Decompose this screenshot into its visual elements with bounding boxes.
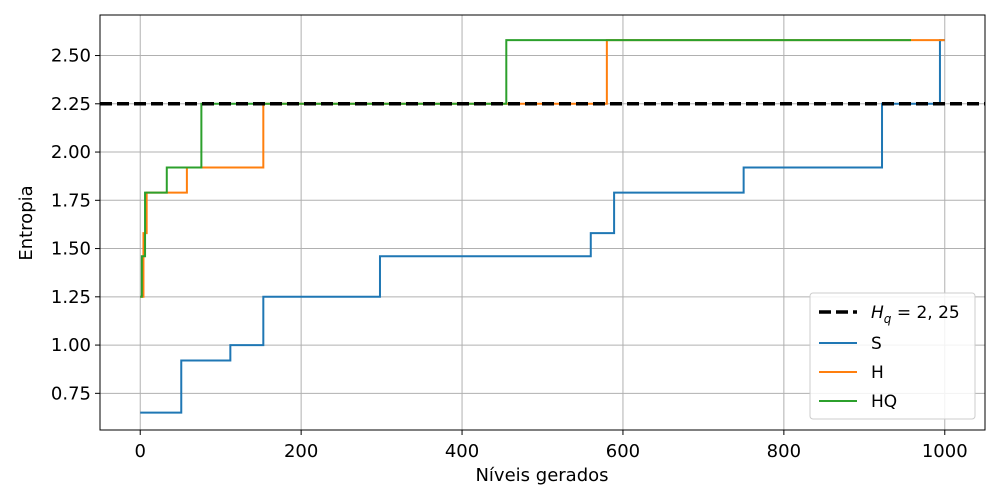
y-tick-label: 1.50 xyxy=(51,239,91,260)
legend-box xyxy=(809,292,976,420)
y-tick-label: 2.50 xyxy=(51,46,91,67)
legend-label-H: H xyxy=(871,363,884,383)
axis-ticks: 0 200 400 600 800 1000 0.75 1.00 1.25 1.50 1.75 2.0… xyxy=(51,46,968,462)
series-line-S xyxy=(140,39,945,414)
series-line-H xyxy=(140,39,945,298)
y-tick-label: 2.00 xyxy=(51,142,91,163)
legend-label-HQ: HQ xyxy=(871,392,897,412)
y-tick-label: 0.75 xyxy=(51,383,91,404)
legend: Hq = 2, 25 S H HQ xyxy=(809,292,976,420)
legend-label-S: S xyxy=(871,334,882,354)
x-tick-label: 200 xyxy=(284,441,318,462)
y-tick-label: 1.75 xyxy=(51,190,91,211)
x-tick-label: 400 xyxy=(445,441,479,462)
plot-area-frame xyxy=(99,14,986,431)
legend-label-reference: Hq = 2, 25 xyxy=(871,303,960,326)
x-tick-label: 0 xyxy=(135,441,146,462)
x-tick-label: 600 xyxy=(606,441,640,462)
y-tick-label: 1.00 xyxy=(51,335,91,356)
y-axis-label: Entropia xyxy=(16,185,37,260)
series-line-HQ xyxy=(140,39,911,298)
y-tick-label: 1.25 xyxy=(51,287,91,308)
x-tick-label: 1000 xyxy=(922,441,968,462)
x-tick-label: 800 xyxy=(767,441,801,462)
series-layer xyxy=(100,39,985,414)
y-tick-label: 2.25 xyxy=(51,94,91,115)
x-axis-label: Níveis gerados xyxy=(475,465,608,486)
